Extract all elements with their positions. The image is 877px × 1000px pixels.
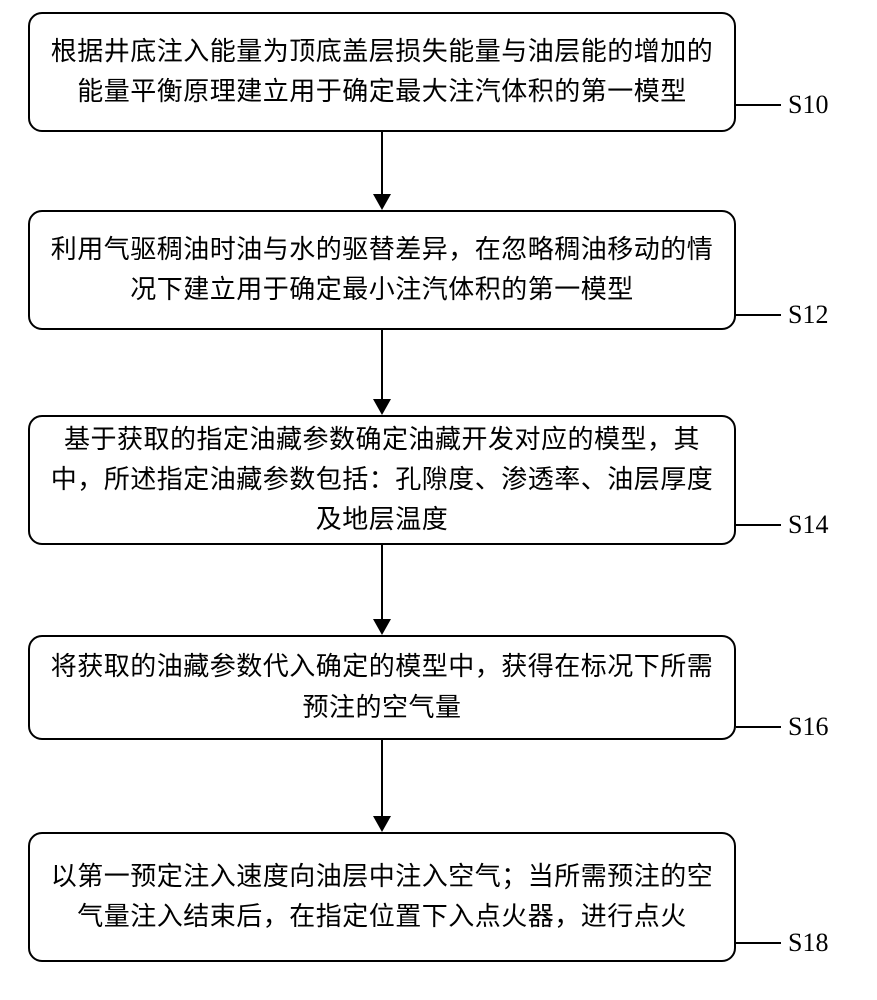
label-connector — [736, 726, 781, 728]
arrow-line — [381, 740, 383, 816]
arrow-line — [381, 330, 383, 399]
flow-node-s12: 利用气驱稠油时油与水的驱替差异，在忽略稠油移动的情况下建立用于确定最小注汽体积的… — [28, 210, 736, 330]
flowchart-container: 根据井底注入能量为顶底盖层损失能量与油层能的增加的能量平衡原理建立用于确定最大注… — [0, 0, 877, 1000]
step-label-s12: S12 — [788, 300, 828, 330]
arrow-head-icon — [373, 816, 391, 832]
flow-node-s18: 以第一预定注入速度向油层中注入空气；当所需预注的空气量注入结束后，在指定位置下入… — [28, 832, 736, 962]
arrow-line — [381, 132, 383, 194]
step-label-s16: S16 — [788, 712, 828, 742]
flow-node-text: 将获取的油藏参数代入确定的模型中，获得在标况下所需预注的空气量 — [44, 647, 720, 728]
flow-node-text: 以第一预定注入速度向油层中注入空气；当所需预注的空气量注入结束后，在指定位置下入… — [44, 857, 720, 938]
flow-node-s16: 将获取的油藏参数代入确定的模型中，获得在标况下所需预注的空气量 — [28, 635, 736, 740]
label-connector — [736, 524, 781, 526]
flow-node-text: 基于获取的指定油藏参数确定油藏开发对应的模型，其中，所述指定油藏参数包括：孔隙度… — [44, 420, 720, 541]
flow-node-s10: 根据井底注入能量为顶底盖层损失能量与油层能的增加的能量平衡原理建立用于确定最大注… — [28, 12, 736, 132]
arrow-head-icon — [373, 399, 391, 415]
label-connector — [736, 104, 781, 106]
arrow-head-icon — [373, 194, 391, 210]
step-label-s18: S18 — [788, 928, 828, 958]
arrow-head-icon — [373, 619, 391, 635]
arrow-line — [381, 545, 383, 619]
label-connector — [736, 942, 781, 944]
flow-node-text: 利用气驱稠油时油与水的驱替差异，在忽略稠油移动的情况下建立用于确定最小注汽体积的… — [44, 230, 720, 311]
step-label-s10: S10 — [788, 90, 828, 120]
flow-node-s14: 基于获取的指定油藏参数确定油藏开发对应的模型，其中，所述指定油藏参数包括：孔隙度… — [28, 415, 736, 545]
step-label-s14: S14 — [788, 510, 828, 540]
flow-node-text: 根据井底注入能量为顶底盖层损失能量与油层能的增加的能量平衡原理建立用于确定最大注… — [44, 32, 720, 113]
label-connector — [736, 314, 781, 316]
